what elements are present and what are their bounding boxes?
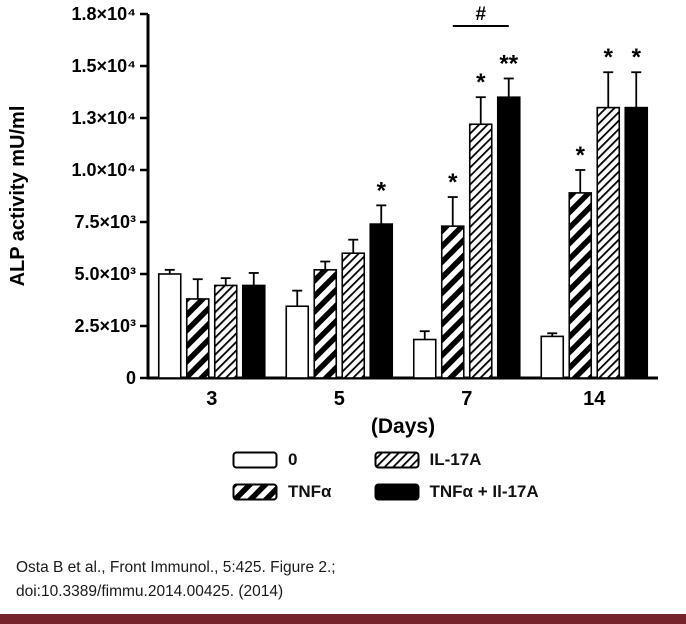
y-tick-label: 1.8×10⁴ [72, 4, 136, 24]
bar-TNFα + Il-17A-day5 [369, 223, 394, 379]
legend-swatch-stripes-fine [374, 451, 419, 469]
y-tick-label: 1.0×10⁴ [72, 160, 136, 180]
citation: Osta B et al., Front Immunol., 5:425. Fi… [16, 556, 336, 604]
bar-TNFα + Il-17A-day14 [624, 106, 649, 379]
y-axis-title: ALP activity mU/ml [7, 106, 29, 287]
legend-item: TNFα + Il-17A [374, 482, 539, 502]
legend-label: 0 [288, 450, 298, 469]
bar-TNFα-day5 [313, 269, 338, 379]
bar-TNFα-day3 [185, 298, 210, 379]
bar-0-day5 [285, 305, 310, 379]
bar-IL-17A-day3 [213, 284, 238, 379]
significance-star: * [476, 69, 486, 96]
bar-chart-svg: 0 2.5×10³ 5.0×10³ 7.5×10³ 1.0×10⁴ 1.3×10⁴ 1.5×… [7, 4, 658, 438]
hash-annotation: # [475, 4, 486, 25]
x-axis-title: (Days) [371, 415, 435, 438]
y-tick-label: 5.0×10³ [74, 264, 136, 284]
y-tick-label: 7.5×10³ [74, 212, 136, 232]
legend-label: TNFα [288, 482, 332, 501]
y-tick-label: 1.3×10⁴ [72, 108, 136, 128]
significance-star: * [576, 142, 586, 169]
bar-TNFα + Il-17A-day3 [241, 284, 266, 379]
citation-line1: Osta B et al., Front Immunol., 5:425. Fi… [16, 559, 336, 576]
chart-legend: 0 IL-17A TNFα TNFα + Il-17A [232, 450, 539, 502]
bar-0-day14 [540, 335, 565, 379]
significance-star: * [377, 177, 387, 204]
y-tick-label: 1.5×10⁴ [72, 56, 136, 76]
significance-star: ** [499, 50, 518, 77]
legend-swatch-white [232, 451, 278, 469]
bar-TNFα + Il-17A-day7 [496, 96, 521, 379]
bar-IL-17A-day7 [468, 123, 493, 379]
significance-star: * [604, 44, 614, 71]
x-category-label: 14 [583, 388, 606, 410]
y-tick-label: 2.5×10³ [74, 316, 136, 336]
bar-IL-17A-day5 [341, 252, 366, 379]
bar-TNFα-day14 [568, 192, 593, 379]
y-tick-label: 0 [126, 368, 136, 388]
alp-activity-chart: 0 2.5×10³ 5.0×10³ 7.5×10³ 1.0×10⁴ 1.3×10⁴ 1.5×… [7, 4, 658, 438]
significance-star: * [632, 44, 642, 71]
bar-0-day3 [157, 273, 182, 379]
legend-item: 0 [232, 450, 332, 470]
bar-TNFα-day7 [440, 225, 465, 379]
legend-swatch-solid [374, 483, 419, 501]
legend-item: TNFα [232, 482, 332, 502]
x-category-label: 5 [334, 388, 345, 410]
citation-line2: doi:10.3389/fimmu.2014.00425. (2014) [16, 583, 284, 601]
bar-0-day7 [412, 338, 437, 379]
bottom-color-bar [0, 614, 686, 624]
bar-IL-17A-day14 [596, 106, 621, 379]
legend-swatch-stripes-bold [232, 483, 278, 501]
legend-label: TNFα + Il-17A [429, 482, 539, 501]
x-category-label: 3 [206, 388, 217, 410]
legend-label: IL-17A [429, 450, 482, 469]
legend-item: IL-17A [374, 450, 539, 470]
x-category-label: 7 [461, 388, 472, 410]
significance-star: * [448, 169, 458, 196]
